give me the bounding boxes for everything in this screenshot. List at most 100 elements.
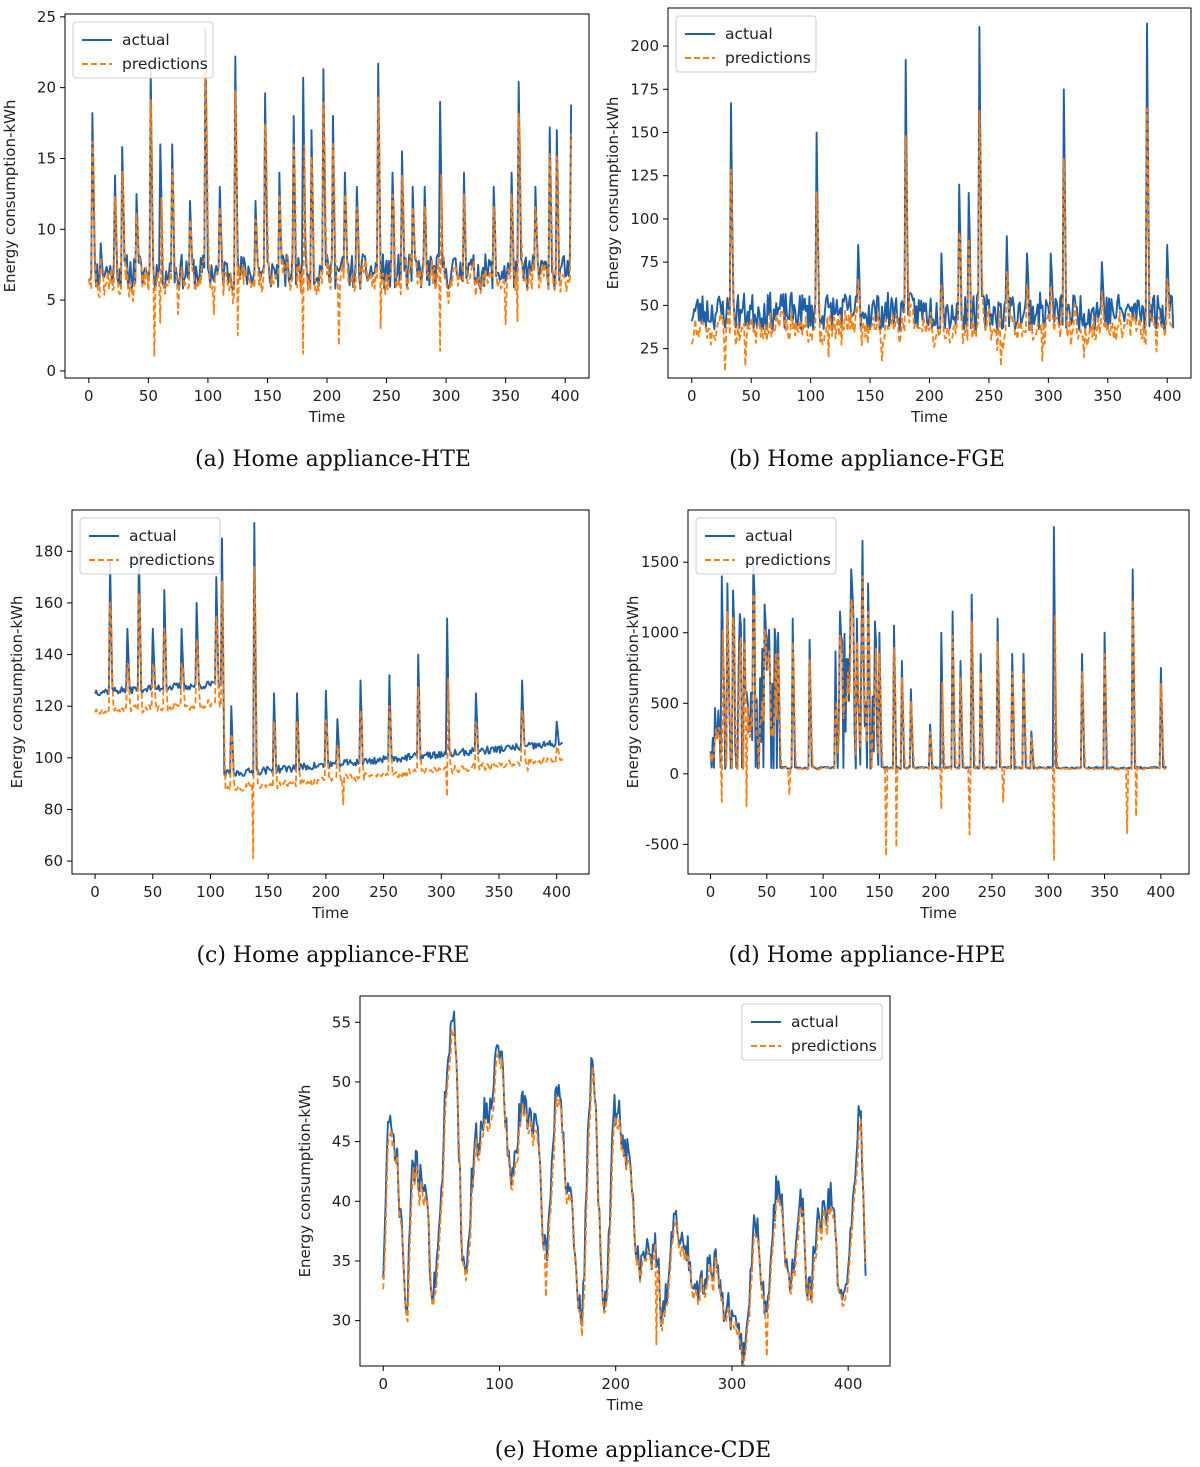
x-tick-label: 100 (196, 883, 225, 901)
legend-label-actual: actual (129, 527, 177, 545)
y-tick-label: 20 (37, 79, 56, 97)
y-tick-label: 160 (34, 594, 63, 612)
y-tick-label: 35 (332, 1252, 351, 1270)
x-tick-label: 200 (313, 387, 342, 405)
x-axis-label: Time (910, 408, 948, 426)
x-tick-label: 200 (312, 883, 341, 901)
y-tick-label: 75 (640, 253, 659, 271)
legend-label-actual: actual (725, 25, 773, 43)
chart-fre: 0 50 100 150 200 250 300 350 400 60 80 100 120 140 160… (8, 509, 590, 922)
y-tick-label: 120 (34, 697, 63, 715)
series-line-predictions (709, 575, 1167, 861)
x-tick-label: 100 (485, 1375, 514, 1393)
x-tick-label: 50 (139, 387, 158, 405)
legend: actual predictions (695, 517, 837, 575)
x-tick-label: 200 (915, 387, 944, 405)
y-tick-label: 15 (37, 149, 56, 167)
panel-hte: 0 50 100 150 200 250 300 350 400 0 5 10 15 20 25 Time En… (0, 0, 600, 490)
caption-cde: (e) Home appliance-CDE (494, 1438, 772, 1463)
y-tick-label: 80 (44, 800, 63, 818)
x-tick-label: 250 (975, 387, 1004, 405)
x-tick-label: 150 (856, 387, 885, 405)
legend-label-actual: actual (122, 31, 170, 49)
x-tick-label: 50 (143, 883, 162, 901)
series-line-predictions (94, 566, 564, 860)
legend-box (695, 517, 837, 575)
x-tick-label: 0 (687, 387, 697, 405)
series-line-predictions (382, 1028, 867, 1366)
legend-box (72, 21, 214, 79)
y-tick-label: 1500 (641, 553, 679, 571)
legend-box (675, 15, 817, 73)
legend-label-predictions: predictions (745, 551, 831, 569)
series-line-predictions (690, 107, 1174, 373)
legend: actual predictions (72, 21, 214, 79)
y-tick-label: 25 (37, 8, 56, 26)
y-tick-label: 25 (640, 340, 659, 358)
x-tick-label: 150 (865, 883, 894, 901)
x-tick-label: 50 (742, 387, 761, 405)
series-line-predictions (87, 65, 572, 358)
legend: actual predictions (675, 15, 817, 73)
x-tick-label: 250 (372, 387, 401, 405)
x-tick-label: 350 (1090, 883, 1119, 901)
x-tick-label: 50 (757, 883, 776, 901)
caption-hpe: (d) Home appliance-HPE (728, 943, 1006, 968)
x-tick-label: 300 (1034, 883, 1063, 901)
chart-fge: 0 50 100 150 200 250 300 350 400 25 50 75 100 125 150 1… (604, 7, 1192, 426)
y-tick-label: 5 (46, 291, 56, 309)
y-tick-label: 175 (630, 80, 659, 98)
x-axis-label: Time (606, 1396, 644, 1414)
series-line-actual (88, 27, 573, 291)
x-tick-label: 0 (90, 883, 100, 901)
y-tick-label: 140 (34, 646, 63, 664)
y-axis-label: Energy consumption-kWh (624, 596, 642, 789)
legend-label-predictions: predictions (129, 551, 215, 569)
x-tick-label: 150 (254, 883, 283, 901)
legend-label-predictions: predictions (791, 1037, 877, 1055)
y-tick-label: 100 (630, 210, 659, 228)
y-tick-label: 150 (630, 123, 659, 141)
y-tick-label: 30 (332, 1312, 351, 1330)
panel-fge: 0 50 100 150 200 250 300 350 400 25 50 75 100 125 150 1… (600, 0, 1200, 490)
series-line-actual (382, 1010, 867, 1366)
x-tick-label: 200 (921, 883, 950, 901)
x-tick-label: 350 (491, 387, 520, 405)
x-axis-label: Time (308, 408, 346, 426)
y-tick-label: 0 (669, 765, 679, 783)
legend-box (741, 1003, 883, 1061)
x-tick-label: 100 (194, 387, 223, 405)
legend-box (79, 517, 221, 575)
plot-frame (71, 509, 590, 875)
plot-frame (359, 995, 891, 1367)
y-tick-label: 40 (332, 1192, 351, 1210)
x-axis-label: Time (919, 904, 957, 922)
x-tick-label: 100 (809, 883, 838, 901)
y-tick-label: 125 (630, 167, 659, 185)
y-tick-label: 500 (650, 694, 679, 712)
y-tick-label: 180 (34, 542, 63, 560)
legend-label-predictions: predictions (725, 49, 811, 67)
y-tick-label: 100 (34, 749, 63, 767)
legend-label-predictions: predictions (122, 55, 208, 73)
caption-fre: (c) Home appliance-FRE (196, 943, 470, 968)
x-tick-label: 250 (369, 883, 398, 901)
x-tick-label: 0 (84, 387, 94, 405)
y-tick-label: 200 (630, 37, 659, 55)
plot-frame (687, 509, 1190, 875)
y-tick-label: 0 (46, 362, 56, 380)
y-tick-label: 55 (332, 1013, 351, 1031)
x-tick-label: 0 (706, 883, 716, 901)
panel-cde: 0 100 200 300 400 30 35 40 45 50 55 Time Energy cons… (296, 988, 900, 1467)
caption-fge: (b) Home appliance-FGE (729, 447, 1005, 472)
x-tick-label: 150 (253, 387, 282, 405)
y-tick-label: 10 (37, 220, 56, 238)
chart-hte: 0 50 100 150 200 250 300 350 400 0 5 10 15 20 25 Time En… (1, 8, 590, 426)
y-axis-label: Energy consumption-kWh (604, 97, 622, 290)
y-tick-label: 50 (332, 1073, 351, 1091)
x-tick-label: 400 (551, 387, 580, 405)
x-tick-label: 200 (601, 1375, 630, 1393)
y-axis-label: Energy consumption-kWh (1, 100, 19, 293)
y-tick-label: 1000 (641, 624, 679, 642)
y-tick-label: 50 (640, 296, 659, 314)
